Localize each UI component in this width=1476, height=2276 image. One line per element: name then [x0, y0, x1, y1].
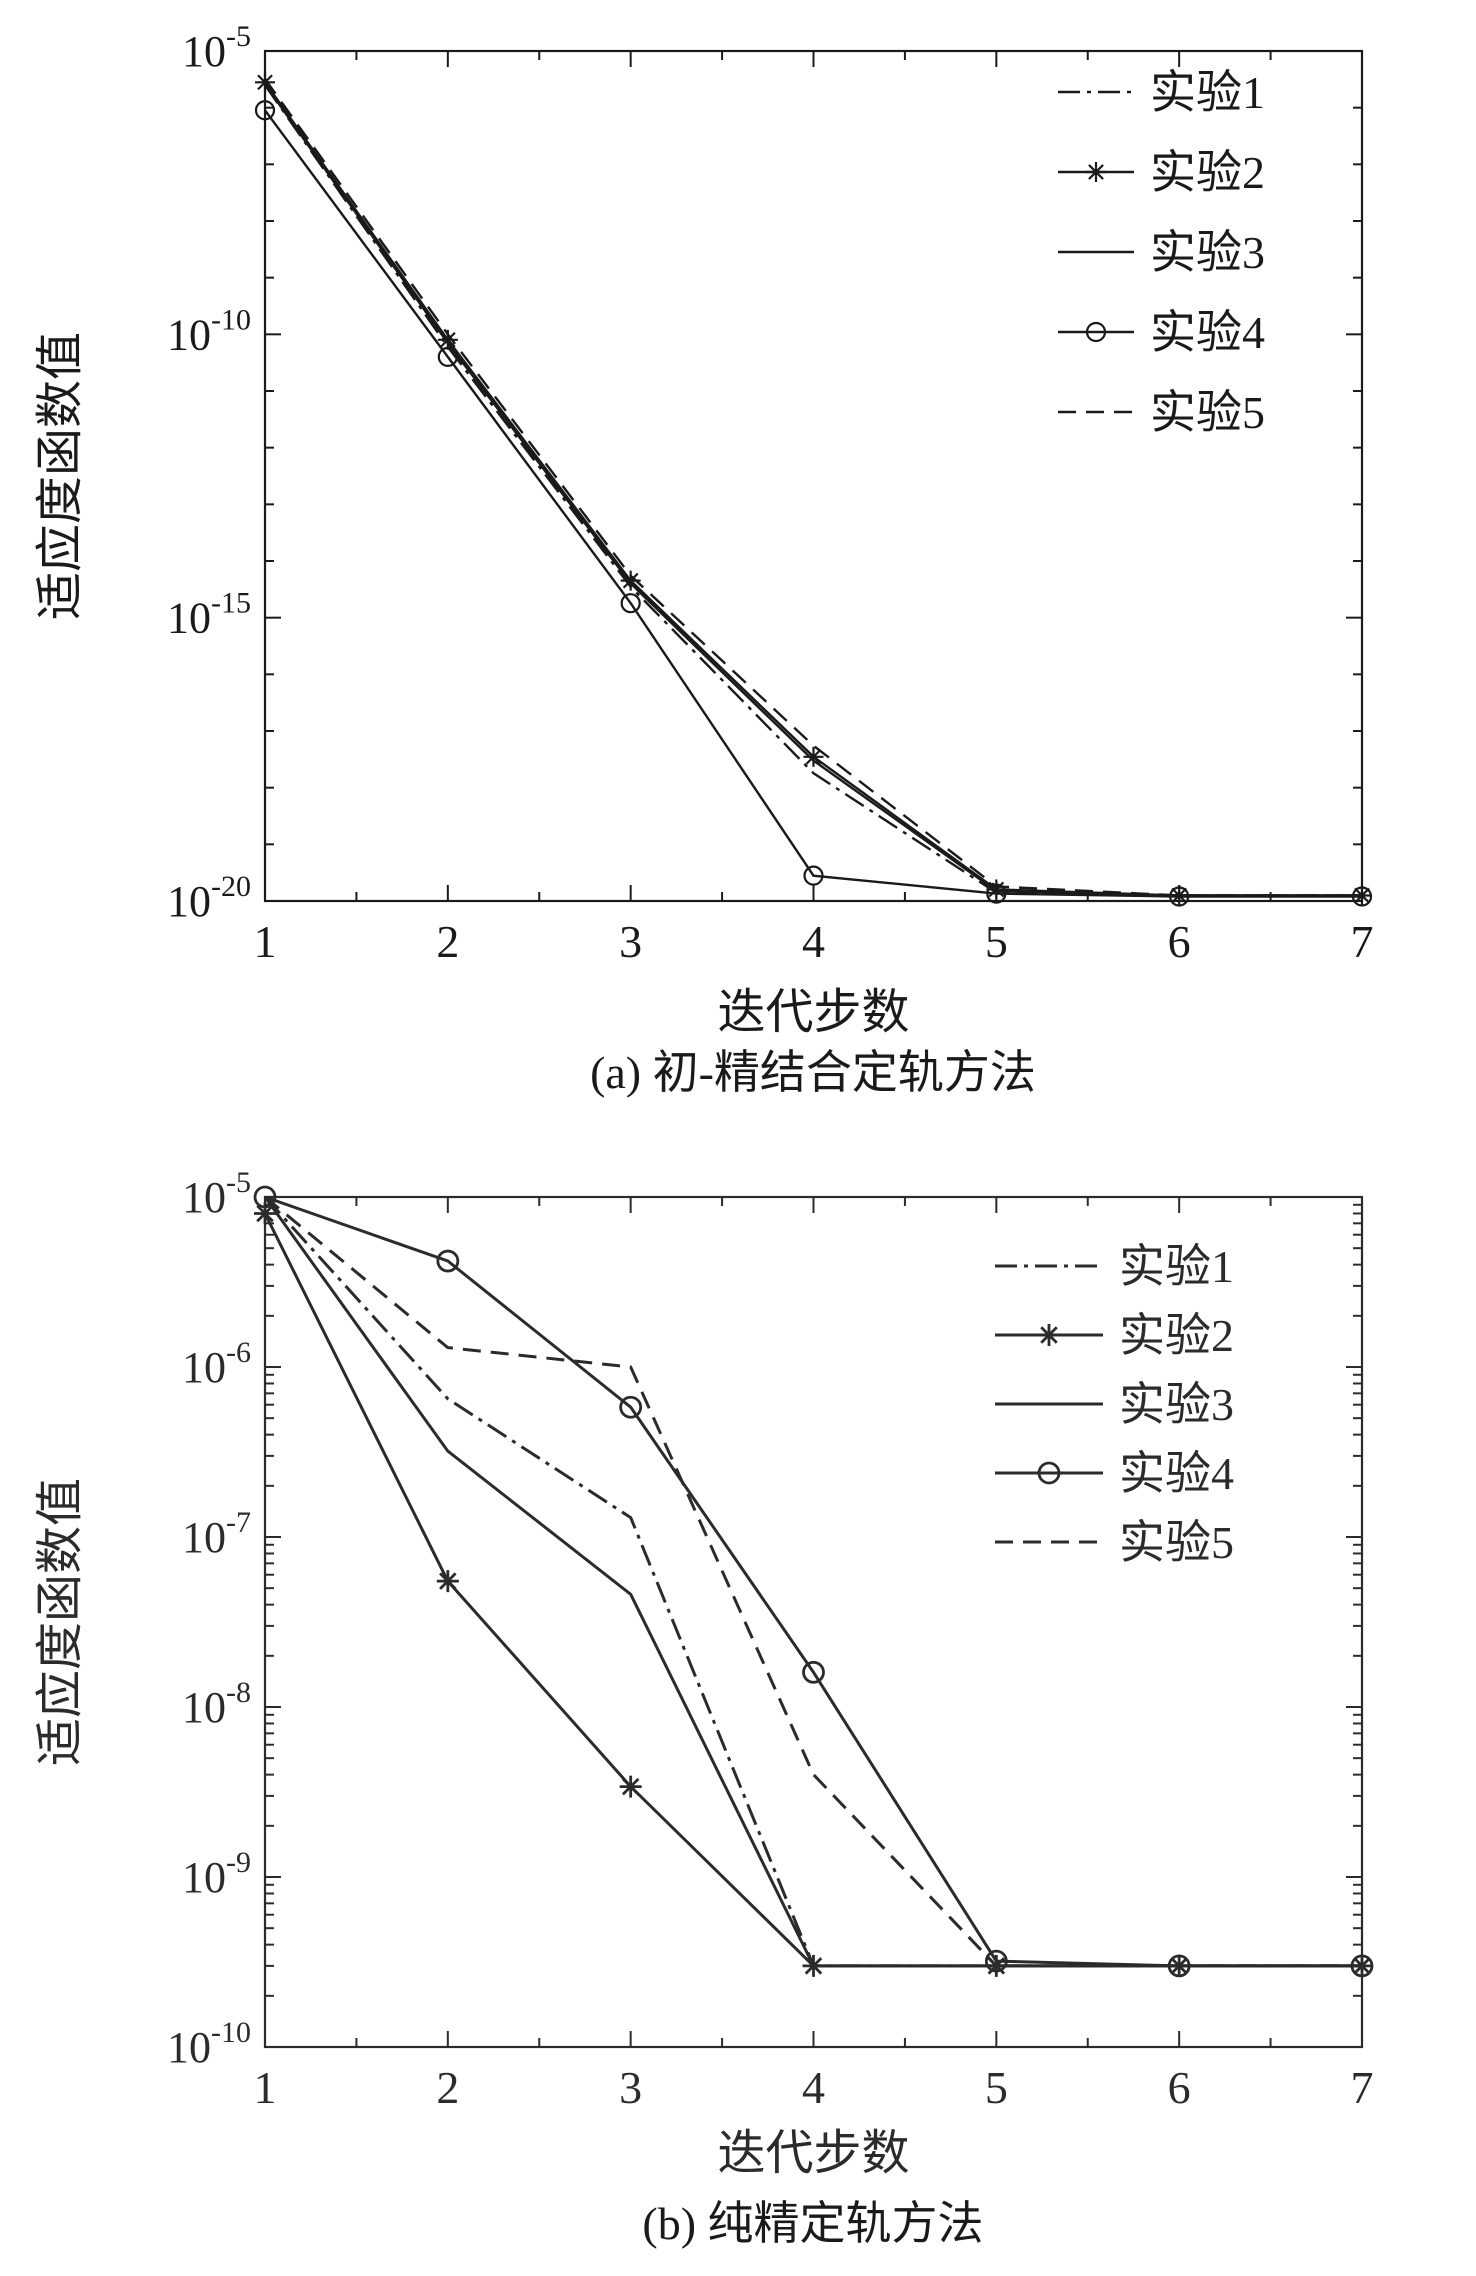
- asterisk-marker: [254, 1202, 276, 1225]
- legend-label-3: 实验3: [1119, 1379, 1234, 1430]
- x-tick-label: 7: [1351, 916, 1374, 967]
- legend-item-2: 实验2: [995, 1310, 1234, 1361]
- y-tick-label: 10-6: [182, 1336, 251, 1392]
- x-tick-label: 5: [985, 2062, 1008, 2113]
- legend-item-5: 实验5: [1058, 387, 1265, 438]
- chart-b-caption: (b) 纯精定轨方法: [642, 2197, 984, 2249]
- y-tick-label: 10-8: [182, 1676, 251, 1732]
- asterisk-marker: [436, 1569, 459, 1592]
- legend-label-4: 实验4: [1150, 307, 1265, 358]
- series-line-5: [264, 1195, 1362, 1967]
- circle-marker: [253, 1185, 277, 1208]
- legend: 实验1 实验2 实验3 实验4 实验5: [995, 1241, 1234, 1568]
- series-line-5: [264, 78, 1362, 897]
- legend-label-1: 实验1: [1150, 67, 1265, 118]
- circle-marker: [619, 1395, 643, 1419]
- legend-label-2: 实验2: [1119, 1310, 1234, 1361]
- y-tick-label: 10-15: [167, 587, 251, 643]
- legend-label-4: 实验4: [1119, 1448, 1234, 1499]
- y-tick-label: 10-7: [182, 1506, 251, 1562]
- circle-marker: [803, 865, 824, 886]
- y-tick-label: 10-5: [182, 1166, 251, 1222]
- series-markers-2: [255, 72, 1372, 906]
- series-markers-4: [254, 100, 1373, 907]
- circle-marker: [254, 100, 276, 121]
- legend-label-3: 实验3: [1150, 227, 1265, 278]
- y-tick-label: 10-10: [167, 303, 251, 359]
- legend-item-1: 实验1: [995, 1241, 1234, 1292]
- x-tick-label: 1: [254, 916, 277, 967]
- y-axis-label: 适应度函数值: [34, 332, 87, 620]
- x-tick-label: 1: [254, 2062, 277, 2113]
- y-tick-label: 10-5: [182, 20, 251, 76]
- x-axis-label: 迭代步数: [717, 2127, 909, 2180]
- asterisk-marker: [803, 746, 824, 767]
- circle-marker: [802, 1660, 825, 1684]
- x-tick-label: 2: [436, 916, 459, 967]
- circle-marker: [620, 593, 641, 614]
- circle-marker: [437, 346, 458, 367]
- legend-item-4: 实验4: [1058, 307, 1265, 358]
- chart-b-figure: 1 2 3 4 5 6 7 10-5 10-6 10-7 10-8 10-9 10-10 迭代步数 适应度函…: [0, 1107, 1476, 2250]
- legend-label-2: 实验2: [1150, 147, 1265, 198]
- series-line-4: [264, 1195, 1362, 1967]
- legend-item-2: 实验2: [1058, 147, 1265, 198]
- chart-a-plot: 1 2 3 4 5 6 710-510-1010-1510-20迭代步数适应度函数值实验1实…: [34, 20, 1374, 1039]
- chart-b-plot: 1 2 3 4 5 6 7 10-5 10-6 10-7 10-8 10-9 10-10 迭代步数 适应度函…: [34, 1166, 1374, 2180]
- series-line-4: [264, 109, 1362, 898]
- x-tick-label: 4: [802, 916, 825, 967]
- x-tick-label: 4: [802, 2062, 825, 2113]
- circle-marker: [986, 883, 1007, 904]
- legend-label-1: 实验1: [1119, 1241, 1234, 1292]
- legend-item-3: 实验3: [1058, 227, 1265, 278]
- legend-item-1: 实验1: [1058, 67, 1265, 118]
- x-axis-label: 迭代步数: [717, 986, 909, 1039]
- x-tick-label: 6: [1168, 916, 1191, 967]
- circle-marker: [1351, 886, 1373, 907]
- chart-a-caption: (a) 初-精结合定轨方法: [590, 1047, 1036, 1098]
- asterisk-marker: [619, 1775, 642, 1798]
- series-line-1: [264, 84, 1362, 897]
- legend-item-4: 实验4: [995, 1448, 1234, 1499]
- x-tick-label: 2: [436, 2062, 459, 2113]
- circle-marker: [984, 1949, 1008, 1973]
- x-tick-label: 7: [1351, 2062, 1374, 2113]
- y-axis-label: 适应度函数值: [34, 1478, 87, 1766]
- x-tick-label: 5: [985, 916, 1008, 967]
- chart-a-figure: 1 2 3 4 5 6 7 10-5 10-10 10-15 10-20 迭代步数 适应度函数值 实验1 实…: [0, 6, 1476, 1099]
- asterisk-marker: [1086, 162, 1106, 182]
- x-tick-label: 6: [1168, 2062, 1191, 2113]
- legend-item-5: 实验5: [995, 1517, 1234, 1568]
- axis-ticks: [264, 1195, 1363, 2048]
- legend-label-5: 实验5: [1150, 387, 1265, 438]
- legend: 实验1 实验2 实验3 实验4 实验5: [1058, 67, 1265, 438]
- x-tick-label: 3: [619, 2062, 642, 2113]
- asterisk-marker: [1038, 1323, 1060, 1346]
- legend-label-5: 实验5: [1119, 1517, 1234, 1568]
- circle-marker: [1037, 1461, 1061, 1484]
- y-tick-label: 10-10: [167, 2016, 251, 2072]
- circle-marker: [1085, 321, 1107, 343]
- legend-item-3: 实验3: [995, 1379, 1234, 1430]
- circle-marker: [436, 1249, 460, 1273]
- x-tick-label: 3: [619, 916, 642, 967]
- y-tick-label: 10-9: [182, 1846, 251, 1902]
- y-tick-label: 10-20: [167, 870, 251, 926]
- series-markers-4: [253, 1185, 1374, 1977]
